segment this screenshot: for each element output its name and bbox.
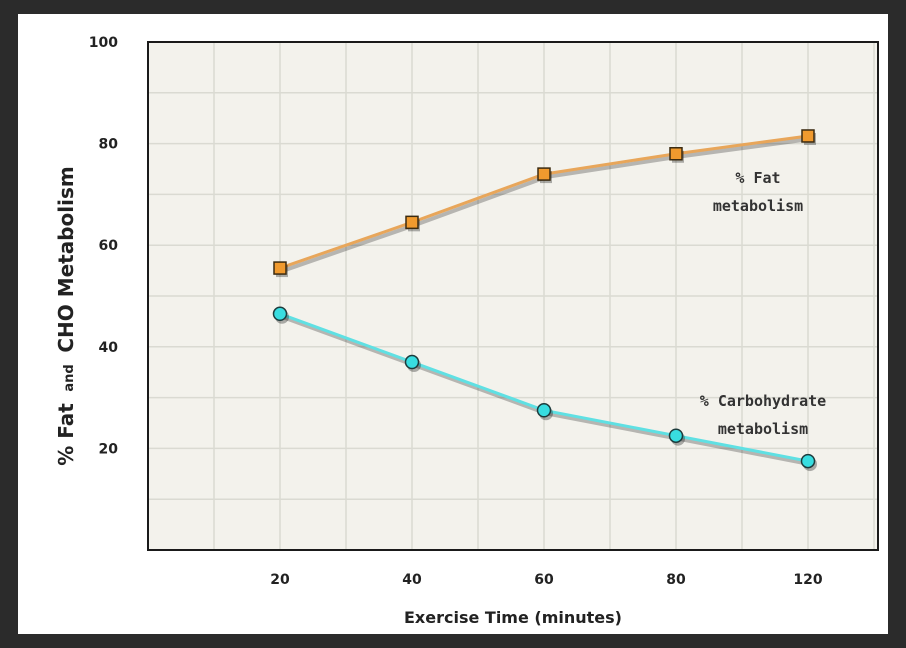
- y-tick-label: 40: [99, 340, 119, 356]
- x-tick-label: 20: [270, 572, 290, 588]
- data-point: [404, 354, 420, 370]
- y-axis-ticks: 20 40 60 80 100: [89, 35, 118, 457]
- data-point: [405, 215, 419, 230]
- fat-series-label-line-2: metabolism: [713, 197, 803, 215]
- x-tick-label: 80: [666, 572, 686, 588]
- line-chart: 20 40 60 80 100 20 40 60 80 120 Exercise Time (m…: [54, 35, 879, 627]
- y-tick-label: 100: [89, 35, 118, 51]
- cho-series-label-line-1: % Carbohydrate: [700, 392, 826, 410]
- y-tick-label: 60: [99, 238, 119, 254]
- x-tick-label: 40: [402, 572, 422, 588]
- plot-border: [147, 41, 879, 551]
- data-point: [537, 167, 551, 181]
- chart-panel: 20 40 60 80 100 20 40 60 80 120 Exercise Time (m…: [18, 14, 888, 634]
- x-axis-title: Exercise Time (minutes): [404, 608, 622, 627]
- y-axis-title-part-2: and: [62, 364, 77, 391]
- data-point: [669, 147, 683, 161]
- data-point: [536, 403, 552, 418]
- x-axis-ticks: 20 40 60 80 120: [270, 572, 823, 588]
- x-tick-label: 120: [793, 572, 822, 588]
- y-axis-title-part-3: CHO Metabolism: [54, 166, 78, 352]
- x-tick-label: 60: [534, 572, 554, 588]
- series-carbohydrate: [272, 306, 817, 472]
- data-point: [668, 428, 684, 443]
- y-axis-title-part-1: % Fat: [54, 403, 78, 466]
- data-point: [272, 306, 288, 322]
- data-point: [800, 453, 816, 469]
- series-layer: [272, 129, 817, 472]
- y-tick-label: 80: [99, 137, 119, 153]
- data-point: [801, 129, 815, 143]
- series-fat: [273, 129, 816, 278]
- cho-series-label-line-2: metabolism: [718, 420, 808, 438]
- fat-series-label-line-1: % Fat: [735, 169, 780, 187]
- data-point: [273, 261, 287, 275]
- y-tick-label: 20: [99, 441, 119, 457]
- y-axis-title: % Fat and CHO Metabolism: [54, 166, 78, 465]
